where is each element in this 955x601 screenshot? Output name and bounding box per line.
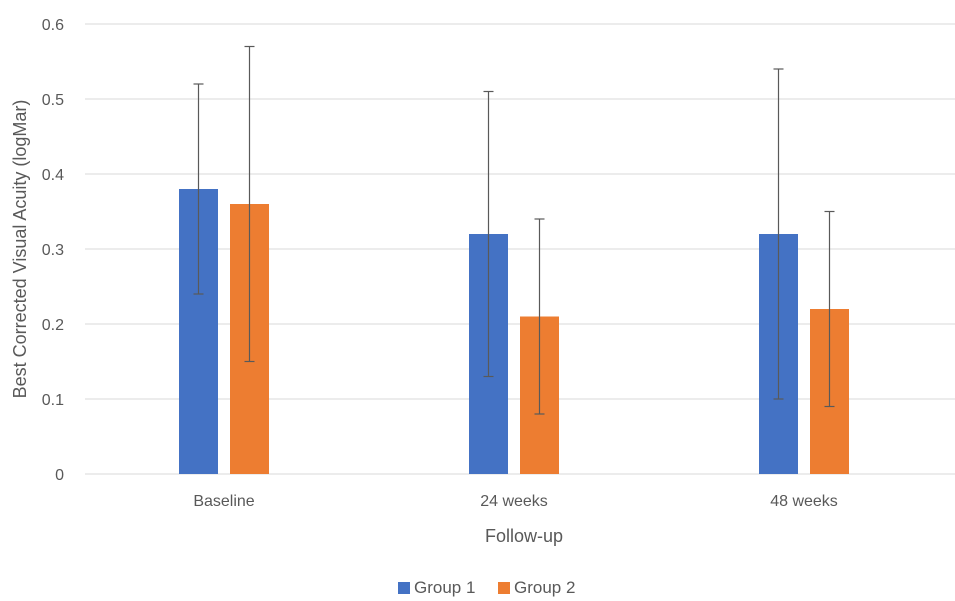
y-tick-label: 0.3 — [42, 242, 64, 259]
x-tick-label: Baseline — [193, 493, 254, 510]
y-tick-label: 0.5 — [42, 92, 64, 109]
legend-swatch — [498, 582, 510, 594]
x-tick-label: 24 weeks — [480, 493, 548, 510]
y-tick-label: 0.1 — [42, 392, 64, 409]
y-tick-label: 0.4 — [42, 167, 64, 184]
legend-swatch — [398, 582, 410, 594]
y-tick-label: 0 — [55, 467, 64, 484]
bars — [179, 189, 849, 474]
x-tick-label: 48 weeks — [770, 493, 838, 510]
legend-label: Group 2 — [514, 578, 575, 597]
x-axis-title: Follow-up — [485, 526, 563, 546]
y-tick-label: 0.2 — [42, 317, 64, 334]
legend: Group 1 Group 2 — [398, 578, 575, 597]
legend-label: Group 1 — [414, 578, 475, 597]
x-axis-tick-labels: Baseline 24 weeks 48 weeks — [193, 493, 837, 510]
error-bars — [193, 45, 835, 415]
y-tick-label: 0.6 — [42, 17, 64, 34]
y-axis-title: Best Corrected Visual Acuity (logMar) — [10, 100, 30, 399]
y-axis-tick-labels: 0 0.1 0.2 0.3 0.4 0.5 0.6 — [42, 17, 64, 484]
